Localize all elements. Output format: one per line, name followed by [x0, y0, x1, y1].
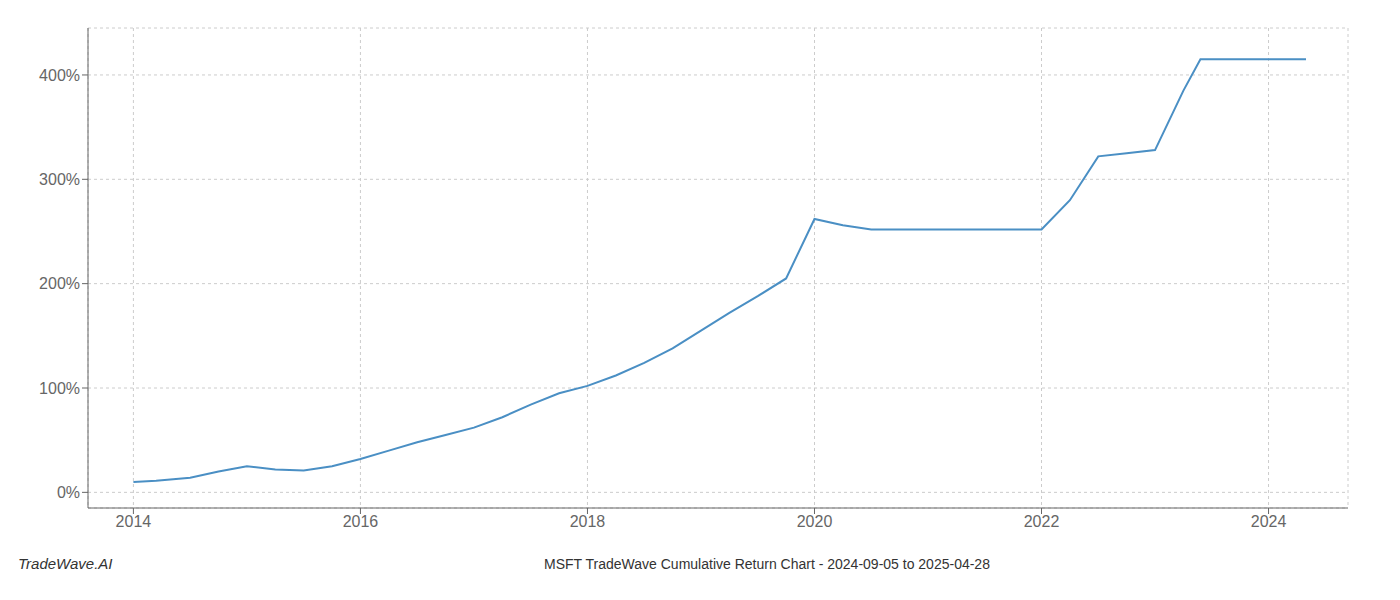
svg-text:2022: 2022 [1024, 513, 1060, 530]
svg-text:100%: 100% [39, 380, 80, 397]
svg-text:200%: 200% [39, 275, 80, 292]
svg-text:2018: 2018 [570, 513, 606, 530]
svg-text:2014: 2014 [116, 513, 152, 530]
svg-text:0%: 0% [57, 484, 80, 501]
html-text:MSFT TradeWave Cumulative Retu: MSFT TradeWave Cumulative Return Chart -… [544, 556, 990, 572]
html-text:TradeWave.AI: TradeWave.AI [18, 555, 113, 572]
svg-text:300%: 300% [39, 171, 80, 188]
svg-text:400%: 400% [39, 67, 80, 84]
svg-text:2020: 2020 [797, 513, 833, 530]
svg-text:2024: 2024 [1251, 513, 1287, 530]
svg-text:2016: 2016 [343, 513, 379, 530]
